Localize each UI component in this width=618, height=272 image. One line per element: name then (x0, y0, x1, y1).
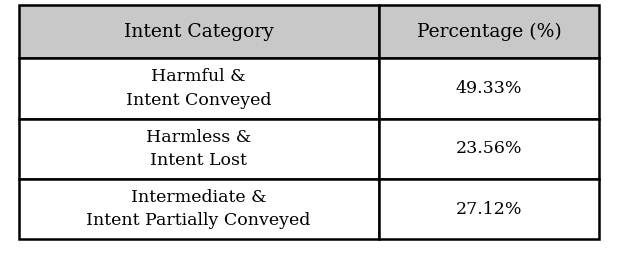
Text: Percentage (%): Percentage (%) (417, 23, 562, 41)
Bar (379, 5, 599, 58)
Bar (379, 58, 599, 119)
Bar (19, 119, 379, 179)
Text: Harmless &
Intent Lost: Harmless & Intent Lost (146, 129, 252, 169)
Text: Intent Category: Intent Category (124, 23, 274, 41)
Text: Intermediate &
Intent Partially Conveyed: Intermediate & Intent Partially Conveyed (87, 189, 311, 230)
Text: 23.56%: 23.56% (456, 140, 522, 157)
Bar (379, 179, 599, 239)
Bar (19, 179, 379, 239)
Bar (19, 5, 379, 58)
Text: 27.12%: 27.12% (456, 201, 522, 218)
Text: Harmful &
Intent Conveyed: Harmful & Intent Conveyed (126, 68, 271, 109)
Text: 49.33%: 49.33% (456, 80, 522, 97)
Bar (19, 58, 379, 119)
Bar (379, 119, 599, 179)
